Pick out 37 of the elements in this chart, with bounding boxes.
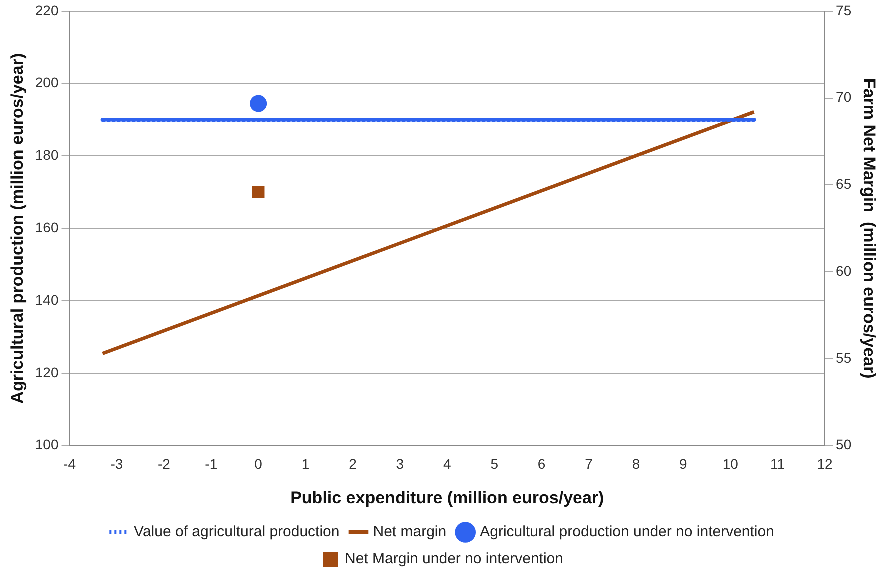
y2-axis-title: Farm Net Margin (million euros/year) (860, 78, 880, 379)
x-tick-label: 12 (817, 456, 834, 472)
y-tick-label: 100 (35, 436, 59, 453)
x-tick-label: 11 (770, 456, 786, 472)
y-axis-title: Agricultural production (million euros/year) (8, 53, 27, 404)
x-tick-label: 5 (490, 456, 499, 472)
x-tick-label: 4 (443, 456, 452, 472)
y2-tick-label: 55 (836, 350, 852, 366)
x-tick-label: 0 (254, 456, 263, 472)
y-tick-label: 120 (35, 364, 59, 380)
y2-tick-label: 50 (836, 436, 852, 453)
x-tick-label: 3 (396, 456, 404, 472)
x-tick-label: -4 (64, 456, 76, 472)
x-axis-title: Public expenditure (million euros/year) (290, 488, 604, 508)
y-tick-label: 160 (35, 219, 59, 236)
y-tick-label: 180 (35, 147, 59, 164)
legend-label: Net Margin under no intervention (345, 550, 564, 568)
y2-tick-label: 70 (836, 89, 852, 106)
x-tick-label: 6 (538, 456, 546, 472)
x-tick-label: -2 (158, 456, 171, 472)
y2-tick-label: 75 (836, 2, 852, 18)
y-tick-label: 200 (35, 74, 59, 91)
legend-label: Value of agricultural production (134, 524, 340, 541)
y-tick-label: 220 (35, 2, 59, 18)
x-tick-label: 7 (585, 456, 594, 472)
y-tick-label: 140 (35, 292, 59, 308)
x-tick-label: -1 (205, 456, 218, 472)
x-tick-label: 1 (302, 456, 310, 472)
legend-label: Net margin (373, 524, 447, 541)
x-tick-label: 8 (632, 456, 640, 472)
x-tick-label: 10 (722, 456, 739, 472)
x-tick-label: 2 (349, 456, 358, 472)
legend-label: Agricultural production under no intervention (480, 524, 774, 541)
x-tick-label: -3 (110, 456, 124, 472)
y2-tick-label: 65 (836, 176, 852, 192)
y2-tick-label: 60 (836, 262, 852, 279)
x-tick-label: 9 (680, 456, 688, 472)
